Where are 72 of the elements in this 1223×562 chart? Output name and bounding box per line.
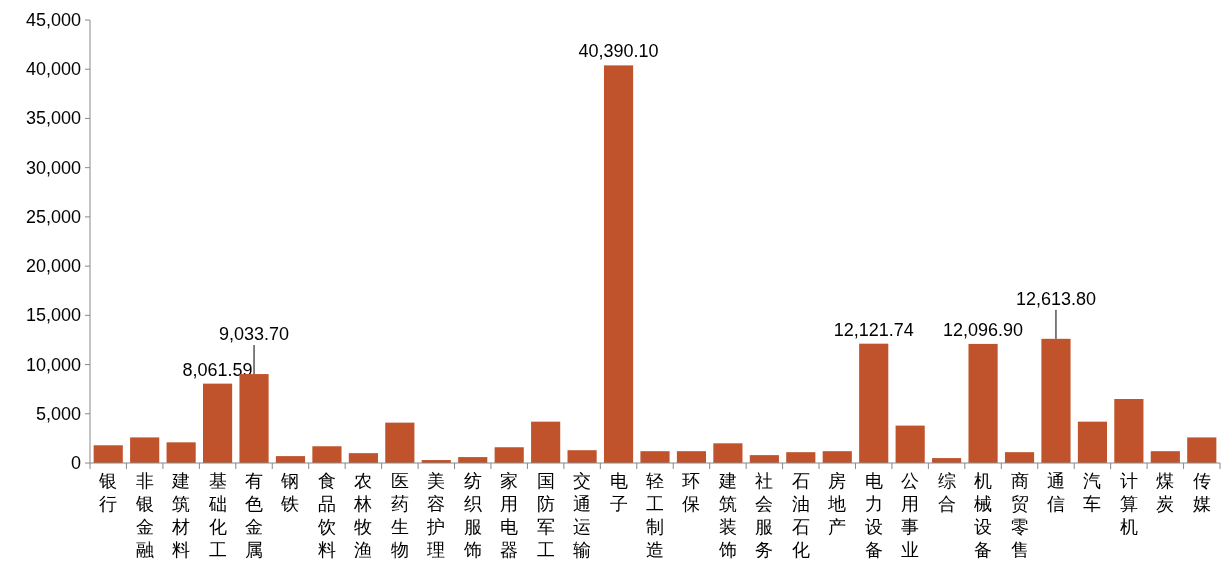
bar	[203, 383, 233, 463]
y-tick-label: 30,000	[25, 157, 81, 178]
bar	[859, 343, 889, 463]
x-tick-label: 建筑材料	[171, 471, 191, 560]
y-tick-label: 5,000	[35, 403, 81, 424]
x-tick-label: 医药生物	[390, 471, 409, 560]
bar	[603, 65, 634, 463]
x-tick-label: 石油石化	[791, 471, 810, 560]
x-tick-label: 国防军工	[536, 471, 555, 560]
bar	[130, 437, 160, 463]
x-tick-label: 机械设备	[974, 471, 993, 560]
x-tick-label: 钢铁	[280, 471, 300, 514]
x-tick-label: 商贸零售	[1010, 471, 1029, 560]
x-tick-label: 电子	[609, 471, 628, 514]
data-label: 12,121.74	[833, 319, 914, 340]
x-tick-label: 电力设备	[864, 471, 883, 560]
bar	[1077, 421, 1107, 463]
bar	[166, 442, 196, 463]
x-tick-label: 农林牧渔	[353, 471, 373, 560]
bar	[1187, 437, 1217, 463]
x-tick-label: 食品饮料	[316, 471, 336, 560]
x-tick-label: 传媒	[1192, 471, 1211, 514]
bar	[494, 447, 524, 463]
bar	[895, 425, 925, 463]
x-tick-label: 美容护理	[426, 471, 446, 560]
x-tick-label: 非银金融	[134, 471, 154, 560]
data-label: 40,390.10	[578, 41, 659, 62]
x-tick-label: 家用电器	[500, 471, 519, 560]
y-tick-label: 35,000	[25, 108, 81, 129]
bar	[1114, 399, 1144, 463]
bar	[786, 452, 816, 463]
data-label: 8,061.59	[182, 359, 253, 380]
x-tick-label: 有色金属	[245, 471, 264, 560]
x-tick-label: 计算机	[1119, 471, 1138, 537]
bar	[348, 453, 378, 463]
data-label: 12,096.90	[943, 319, 1024, 340]
bar	[713, 443, 743, 463]
bar	[385, 422, 415, 463]
x-tick-label: 轻工制造	[646, 471, 664, 560]
y-tick-label: 0	[70, 453, 81, 473]
bar	[567, 450, 597, 463]
x-tick-label: 煤炭	[1156, 471, 1175, 514]
x-tick-label: 纺织服饰	[462, 471, 482, 560]
y-tick-label: 45,000	[25, 10, 81, 30]
x-tick-label: 综合	[937, 471, 956, 514]
y-tick-label: 10,000	[25, 354, 81, 375]
x-tick-label: 环保	[682, 471, 701, 514]
bar	[676, 451, 707, 463]
bar	[1004, 452, 1035, 463]
x-tick-label: 交通运输	[573, 471, 592, 560]
y-tick-label: 15,000	[25, 305, 81, 326]
x-tick-label: 房地产	[827, 471, 847, 537]
bar	[822, 451, 852, 463]
y-tick-label: 25,000	[25, 206, 81, 227]
data-label: 9,033.70	[218, 324, 290, 345]
x-tick-label: 基础化工	[207, 471, 227, 560]
x-tick-label: 通信	[1046, 471, 1065, 514]
x-tick-label: 汽车	[1083, 471, 1102, 514]
bar	[1150, 451, 1180, 463]
bar	[968, 343, 998, 463]
x-tick-label: 银行	[98, 471, 118, 514]
x-tick-label: 社会服务	[755, 471, 774, 560]
bar	[531, 421, 561, 463]
bar	[312, 446, 342, 463]
bar	[640, 451, 670, 463]
x-tick-label: 建筑装饰	[717, 471, 737, 560]
bar	[1041, 338, 1071, 463]
y-tick-label: 20,000	[25, 256, 81, 277]
bar	[93, 445, 123, 463]
y-tick-label: 40,000	[25, 59, 81, 80]
x-tick-label: 公用事业	[901, 471, 920, 560]
data-label: 12,613.80	[1015, 288, 1097, 309]
